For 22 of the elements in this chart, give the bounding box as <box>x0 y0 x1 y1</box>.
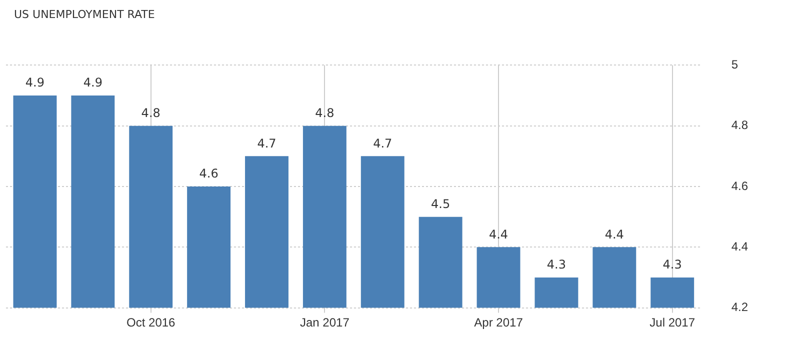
chart-title: US UNEMPLOYMENT RATE <box>14 8 155 21</box>
data-label: 4.7 <box>257 136 276 150</box>
y-tick-label: 4.6 <box>731 178 748 193</box>
data-label: 4.9 <box>83 76 102 90</box>
y-tick-label: 4.8 <box>731 118 748 132</box>
data-label: 4.6 <box>199 166 218 181</box>
x-tick-label: Jan 2017 <box>300 315 350 330</box>
x-tick-label: Jul 2017 <box>650 315 696 330</box>
y-tick-label: 5 <box>731 58 738 72</box>
data-label: 4.7 <box>373 136 392 150</box>
x-tick-label: Apr 2017 <box>474 315 524 330</box>
y-tick-label: 4.2 <box>731 300 748 314</box>
data-label: 4.8 <box>315 106 334 120</box>
data-label: 4.5 <box>431 196 450 211</box>
y-tick-label: 4.4 <box>731 239 748 254</box>
data-label: 4.8 <box>141 106 160 120</box>
data-label: 4.4 <box>488 227 508 242</box>
data-label: 4.3 <box>662 258 682 272</box>
data-label: 4.9 <box>25 76 45 90</box>
data-label: 4.4 <box>604 227 624 242</box>
x-tick-label: Oct 2016 <box>126 315 176 330</box>
data-label: 4.3 <box>546 258 566 272</box>
